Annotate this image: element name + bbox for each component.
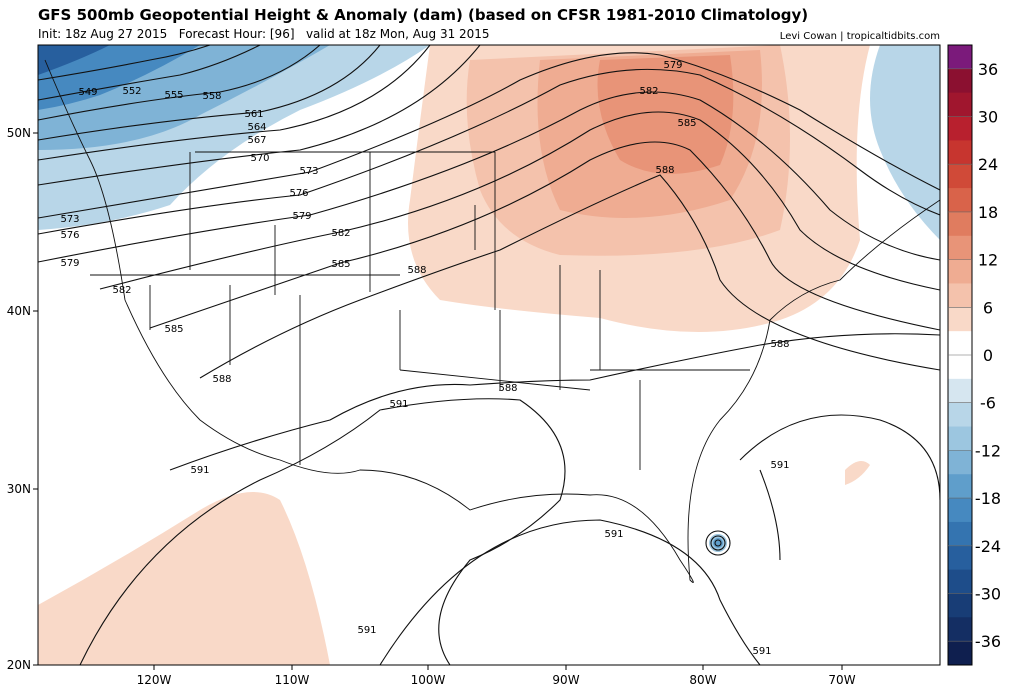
contour-label: 576	[60, 230, 79, 241]
lon-label: 70W	[828, 673, 855, 687]
map: 549 552 555 558 561 564 567 570 573 576 579 582 585 5…	[38, 45, 940, 665]
contour-label: 579	[663, 60, 682, 71]
colorbar-segment	[948, 259, 972, 284]
lon-label: 110W	[275, 673, 310, 687]
colorbar-label: 24	[978, 155, 998, 174]
colorbar-segment	[948, 474, 972, 499]
lon-label: 90W	[552, 673, 579, 687]
contour-label: 591	[357, 625, 376, 636]
colorbar-segment	[948, 140, 972, 165]
colorbar-label: 6	[983, 298, 993, 317]
contour-label: 591	[190, 465, 209, 476]
colorbar-segment	[948, 402, 972, 428]
colorbar-label: -36	[975, 632, 1001, 651]
contour-label: 588	[407, 265, 426, 276]
contour-label: 591	[770, 460, 789, 471]
contour-label: 588	[498, 383, 517, 394]
contour-label: 588	[770, 339, 789, 350]
contour-label: 573	[299, 166, 318, 177]
title: GFS 500mb Geopotential Height & Anomaly …	[38, 6, 808, 24]
colorbar-segment	[948, 307, 972, 332]
contour-label: 582	[331, 228, 350, 239]
map-frame	[37, 44, 941, 666]
lat-label: 50N	[7, 126, 31, 140]
colorbar-label: -18	[975, 489, 1001, 508]
contour-label: 585	[331, 259, 350, 270]
colorbar-segment	[948, 68, 972, 94]
contour-label: 591	[604, 529, 623, 540]
colorbar-label: -24	[975, 537, 1001, 556]
credit: Levi Cowan | tropicaltidbits.com	[780, 31, 940, 42]
contour-label: 570	[250, 153, 269, 164]
contour-label: 549	[78, 87, 97, 98]
colorbar-segment	[948, 498, 972, 523]
colorbar-label: 0	[983, 346, 993, 365]
contour-label: 552	[122, 86, 141, 97]
colorbar-segment	[948, 116, 972, 141]
contour-label: 591	[752, 646, 771, 657]
colorbar-segment	[948, 617, 972, 642]
colorbar-segment	[948, 378, 972, 404]
colorbar-segment	[948, 641, 972, 666]
lat-label: 40N	[7, 304, 31, 318]
colorbar-segment	[948, 355, 972, 380]
lat-label: 30N	[7, 482, 31, 496]
colorbar-segment	[948, 164, 972, 189]
contour-label: 576	[289, 188, 308, 199]
colorbar-segment	[948, 593, 972, 618]
colorbar-label: 12	[978, 251, 998, 270]
contour-label: 585	[677, 118, 696, 129]
contour-label: 585	[164, 324, 183, 335]
colorbar-label: -6	[980, 394, 996, 413]
colorbar-segment	[948, 545, 972, 571]
colorbar-label: 30	[978, 108, 998, 127]
contour-label: 591	[389, 399, 408, 410]
contour-label: 573	[60, 214, 79, 225]
colorbar-label: -12	[975, 441, 1001, 460]
contour-label: 555	[164, 90, 183, 101]
contour-label: 567	[247, 135, 266, 146]
colorbar-label: -30	[975, 584, 1001, 603]
colorbar-segment	[948, 235, 972, 261]
contour-label: 582	[639, 86, 658, 97]
colorbar-segment	[948, 45, 972, 70]
lon-label: 100W	[411, 673, 446, 687]
colorbar-segment	[948, 92, 972, 118]
contour-label: 564	[247, 122, 266, 133]
colorbar-segment	[948, 283, 972, 308]
contour-label: 588	[212, 374, 231, 385]
subtitle: Init: 18z Aug 27 2015 Forecast Hour: [96…	[38, 27, 490, 41]
colorbar-segment	[948, 450, 972, 475]
contour-label: 561	[244, 109, 263, 120]
contour-label: 579	[292, 211, 311, 222]
lon-label: 120W	[137, 673, 172, 687]
colorbar-segment	[948, 521, 972, 547]
contour-label: 579	[60, 258, 79, 269]
colorbar-segment	[948, 211, 972, 237]
contour-label: 588	[655, 165, 674, 176]
colorbar-segment	[948, 569, 972, 594]
lon-label: 80W	[689, 673, 716, 687]
contour-label: 582	[112, 285, 131, 296]
lat-label: 20N	[7, 658, 31, 672]
contour-label: 558	[202, 91, 221, 102]
colorbar-label: 18	[978, 203, 998, 222]
colorbar-segment	[948, 331, 972, 356]
colorbar-segment	[948, 426, 972, 451]
colorbar-segment	[948, 188, 972, 213]
colorbar-label: 36	[978, 60, 998, 79]
